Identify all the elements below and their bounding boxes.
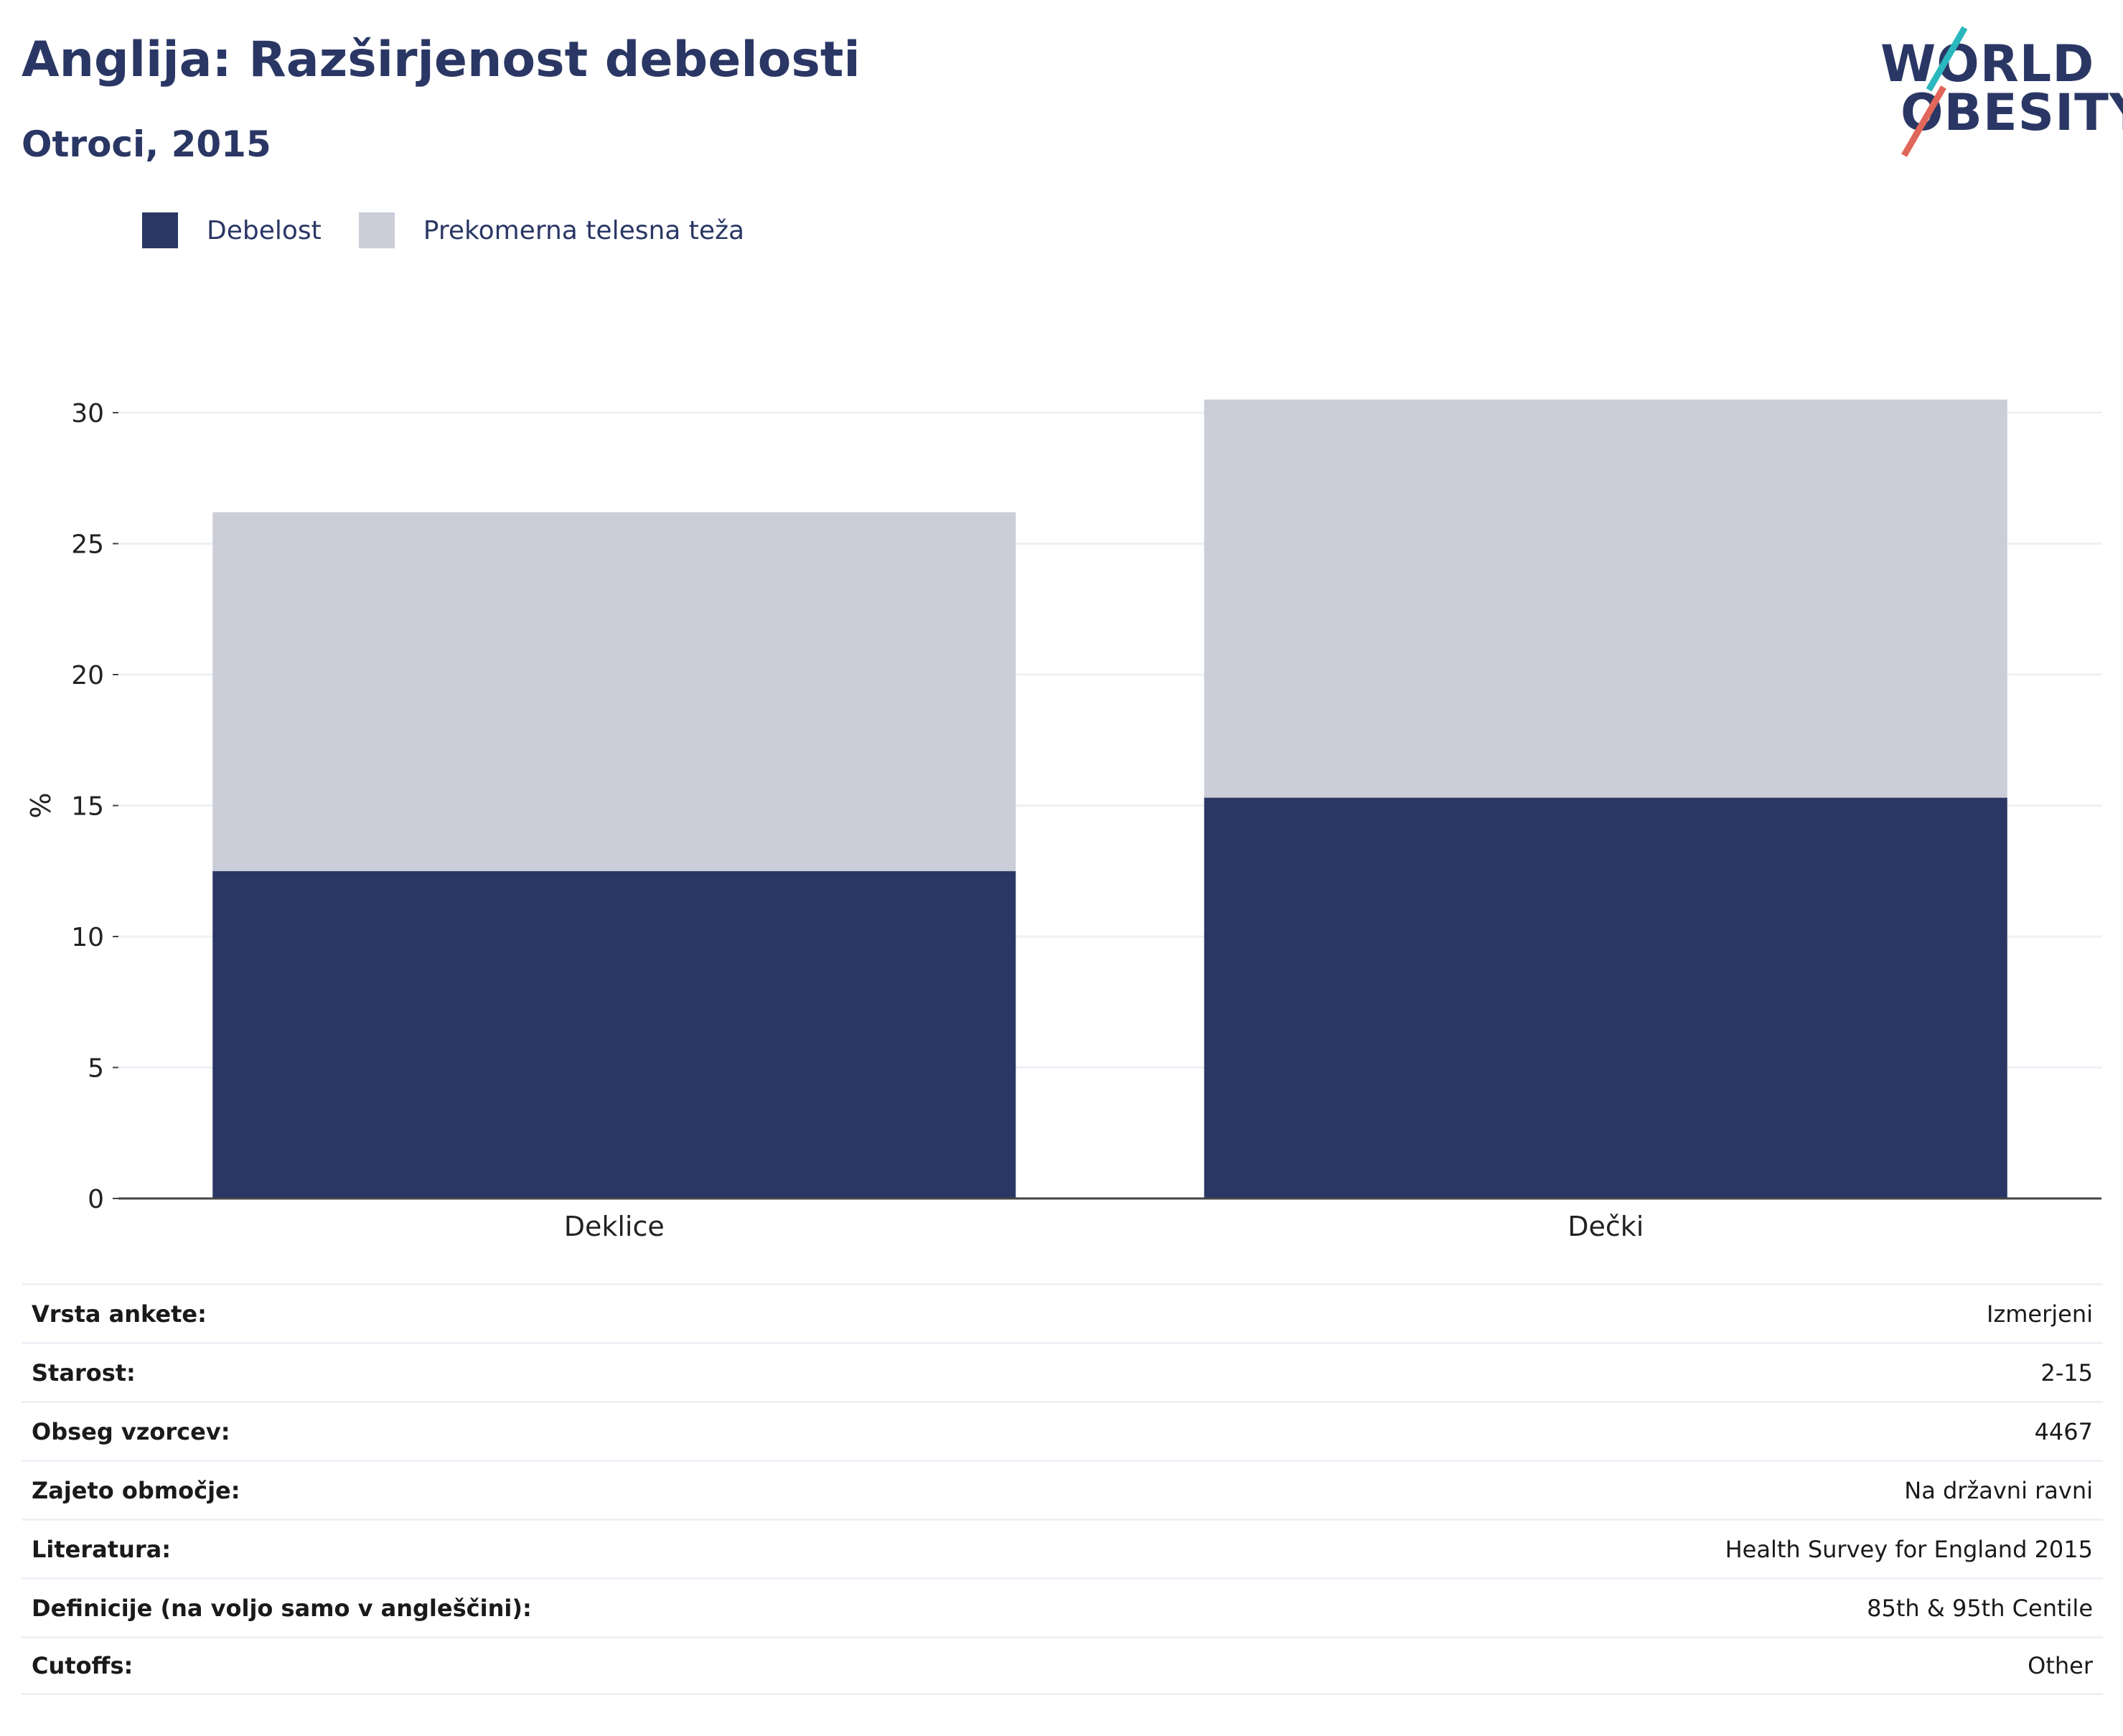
info-label: Zajeto območje: [32,1476,240,1504]
info-label: Cutoffs: [32,1652,133,1679]
survey-info-table: Vrsta ankete: Izmerjeni Starost: 2-15 Obseg … [22,1283,2103,1695]
chart-subtitle: Otroci, 2015 [22,123,271,165]
info-label: Obseg vzorcev: [32,1417,230,1445]
bar-overweight-deklice [212,512,1016,871]
legend-label-overweight: Prekomerna telesna teža [423,215,745,245]
y-axis-label: % [25,792,57,818]
info-value: 2-15 [2040,1359,2093,1387]
info-row: Definicije (na voljo samo v angleščini):… [22,1577,2103,1636]
bar-overweight-decki [1204,399,2007,798]
y-tick-label: 10 [71,923,104,952]
x-tick-label: Deklice [564,1211,665,1242]
info-row: Cutoffs: Other [22,1636,2103,1695]
info-row: Zajeto območje: Na državni ravni [22,1460,2103,1519]
info-label: Vrsta ankete: [32,1300,207,1328]
chart-title: Anglija: Razširjenost debelosti [22,32,861,88]
info-value: Other [2028,1652,2093,1679]
x-tick-label: Dečki [1567,1211,1644,1242]
info-row: Vrsta ankete: Izmerjeni [22,1283,2103,1342]
info-label: Literatura: [32,1535,171,1563]
info-value: Na državni ravni [1904,1476,2093,1504]
info-row: Literatura: Health Survey for England 201… [22,1519,2103,1577]
world-obesity-logo: WORLD OBESITY [1866,22,2123,157]
info-value: 4467 [2034,1417,2093,1445]
y-tick-label: 20 [71,661,104,690]
info-value: Izmerjeni [1987,1300,2093,1328]
info-value: Health Survey for England 2015 [1725,1535,2093,1563]
bar-obesity-decki [1204,797,2007,1198]
logo-text-world: WORLD [1880,34,2095,93]
y-tick-label: 15 [71,792,104,822]
y-tick-label: 5 [88,1054,104,1084]
legend-label-obesity: Debelost [207,215,322,245]
stacked-bar-chart: 0 5 10 15 20 25 30% Deklice Dečki [25,399,2101,1242]
info-row: Obseg vzorcev: 4467 [22,1401,2103,1460]
bar-obesity-deklice [212,871,1016,1198]
logo-text-obesity: OBESITY [1901,83,2123,142]
info-label: Starost: [32,1359,136,1387]
y-tick-label: 25 [71,530,104,560]
legend-swatch-obesity [142,212,178,248]
legend-item-obesity[interactable]: Debelost [142,212,322,248]
legend-swatch-overweight [358,212,395,248]
y-tick-label: 30 [71,399,104,428]
info-value: 85th & 95th Centile [1867,1594,2093,1622]
info-row: Starost: 2-15 [22,1342,2103,1401]
legend-item-overweight[interactable]: Prekomerna telesna teža [358,212,745,248]
chart-legend: Debelost Prekomerna telesna teža [142,212,782,248]
info-label: Definicije (na voljo samo v angleščini): [32,1594,532,1622]
y-tick-label: 0 [88,1185,104,1214]
